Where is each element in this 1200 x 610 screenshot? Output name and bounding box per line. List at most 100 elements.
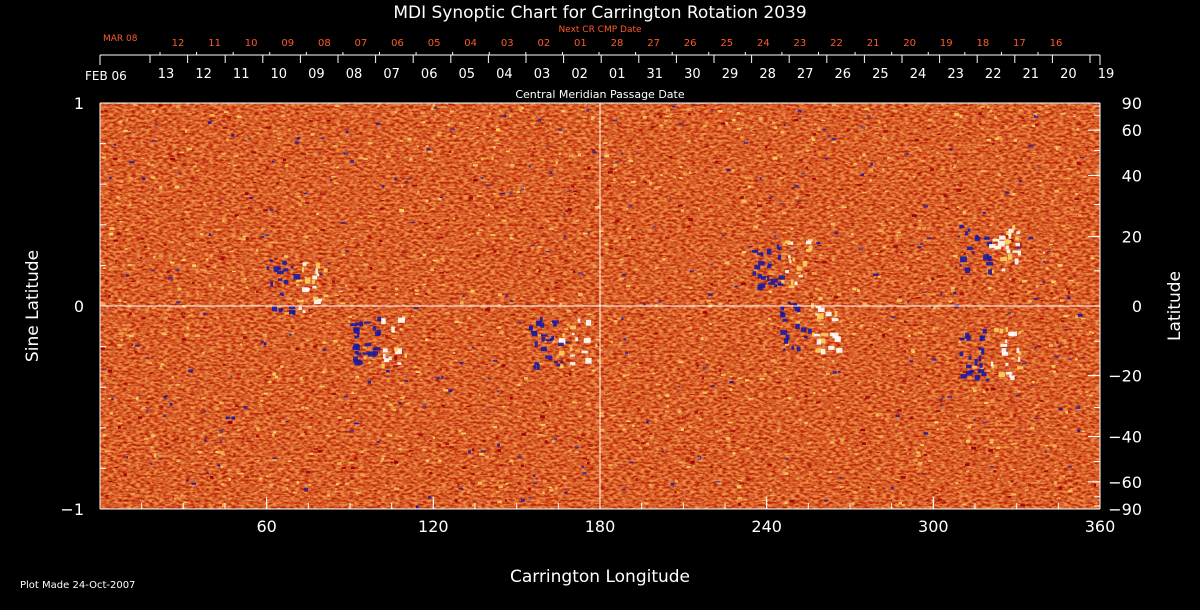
speckle-pixel	[857, 382, 861, 385]
active-region-pixel	[1015, 242, 1020, 247]
speckle-pixel	[999, 272, 1003, 274]
speckle-pixel	[780, 155, 783, 158]
speckle-pixel	[243, 238, 246, 241]
speckle-pixel	[191, 281, 195, 284]
speckle-pixel	[948, 357, 953, 359]
speckle-pixel	[331, 182, 335, 185]
speckle-pixel	[630, 238, 636, 240]
speckle-pixel	[174, 437, 180, 441]
speckle-pixel	[896, 481, 900, 483]
speckle-pixel	[688, 229, 694, 232]
speckle-pixel	[953, 330, 957, 333]
active-region-pixel	[821, 333, 828, 336]
active-region-pixel	[981, 349, 985, 355]
speckle-pixel	[1009, 121, 1014, 123]
speckle-pixel	[353, 422, 359, 425]
active-region-pixel	[831, 318, 839, 322]
speckle-pixel	[867, 115, 871, 118]
speckle-pixel	[498, 109, 502, 112]
speckle-pixel	[483, 439, 486, 442]
speckle-pixel	[701, 337, 704, 340]
speckle-pixel	[344, 284, 348, 287]
speckle-pixel	[358, 288, 364, 291]
speckle-pixel	[961, 481, 967, 483]
speckle-pixel	[709, 465, 713, 468]
active-region-pixel	[297, 279, 303, 282]
speckle-pixel	[547, 260, 551, 262]
speckle-pixel	[505, 294, 509, 297]
speckle-pixel	[265, 417, 270, 420]
speckle-pixel	[934, 492, 939, 495]
speckle-pixel	[264, 392, 268, 395]
speckle-pixel	[221, 286, 224, 290]
speckle-pixel	[170, 199, 174, 201]
speckle-pixel	[119, 242, 125, 245]
speckle-pixel	[296, 347, 300, 350]
speckle-pixel	[922, 278, 925, 282]
active-region-pixel	[794, 305, 801, 311]
speckle-pixel	[724, 414, 729, 415]
speckle-pixel	[1070, 208, 1074, 211]
speckle-pixel	[964, 494, 969, 497]
speckle-pixel	[1058, 227, 1063, 229]
speckle-pixel	[540, 424, 546, 426]
speckle-pixel	[332, 393, 336, 395]
speckle-pixel	[761, 458, 766, 461]
speckle-pixel	[663, 324, 668, 326]
speckle-pixel	[1074, 197, 1079, 200]
speckle-pixel	[492, 360, 498, 362]
speckle-pixel	[910, 186, 916, 189]
speckle-pixel	[1065, 345, 1069, 347]
speckle-pixel	[204, 435, 207, 438]
speckle-pixel	[289, 333, 292, 337]
speckle-pixel	[120, 338, 123, 341]
active-region-pixel	[556, 363, 561, 367]
active-region-pixel	[766, 265, 771, 269]
speckle-pixel	[567, 208, 572, 212]
speckle-pixel	[693, 299, 697, 301]
active-region-pixel	[290, 265, 294, 269]
speckle-pixel	[1096, 170, 1101, 174]
speckle-pixel	[537, 245, 542, 248]
speckle-pixel	[150, 164, 155, 167]
speckle-pixel	[678, 204, 683, 207]
speckle-pixel	[319, 200, 323, 204]
speckle-pixel	[725, 308, 729, 311]
speckle-pixel	[269, 483, 274, 487]
speckle-pixel	[607, 318, 613, 320]
speckle-pixel	[540, 415, 545, 418]
active-region-pixel	[788, 255, 791, 258]
speckle-pixel	[547, 500, 552, 502]
x-axis-label: Carrington Longitude	[510, 567, 690, 587]
speckle-pixel	[851, 502, 855, 505]
speckle-pixel	[476, 364, 481, 368]
active-region-pixel	[777, 282, 784, 286]
speckle-pixel	[614, 385, 618, 388]
speckle-pixel	[901, 339, 906, 342]
speckle-pixel	[804, 422, 808, 425]
speckle-pixel	[904, 339, 908, 343]
speckle-pixel	[405, 412, 411, 415]
speckle-pixel	[422, 253, 426, 257]
speckle-pixel	[590, 178, 594, 180]
speckle-pixel	[108, 480, 113, 483]
speckle-pixel	[180, 312, 183, 316]
speckle-pixel	[1035, 115, 1038, 117]
speckle-pixel	[163, 414, 167, 417]
speckle-pixel	[367, 235, 372, 239]
speckle-pixel	[875, 413, 879, 416]
speckle-pixel	[638, 359, 642, 363]
y-right-tick-label: 90	[1122, 94, 1142, 113]
speckle-pixel	[568, 391, 572, 393]
active-region-pixel	[990, 361, 994, 367]
speckle-pixel	[966, 470, 970, 473]
speckle-pixel	[1052, 297, 1057, 300]
speckle-pixel	[493, 139, 499, 142]
speckle-pixel	[932, 326, 935, 330]
active-region-pixel	[1006, 231, 1010, 236]
speckle-pixel	[131, 280, 136, 282]
speckle-pixel	[986, 138, 991, 142]
speckle-pixel	[343, 204, 346, 207]
speckle-pixel	[179, 494, 184, 498]
speckle-pixel	[839, 320, 842, 323]
